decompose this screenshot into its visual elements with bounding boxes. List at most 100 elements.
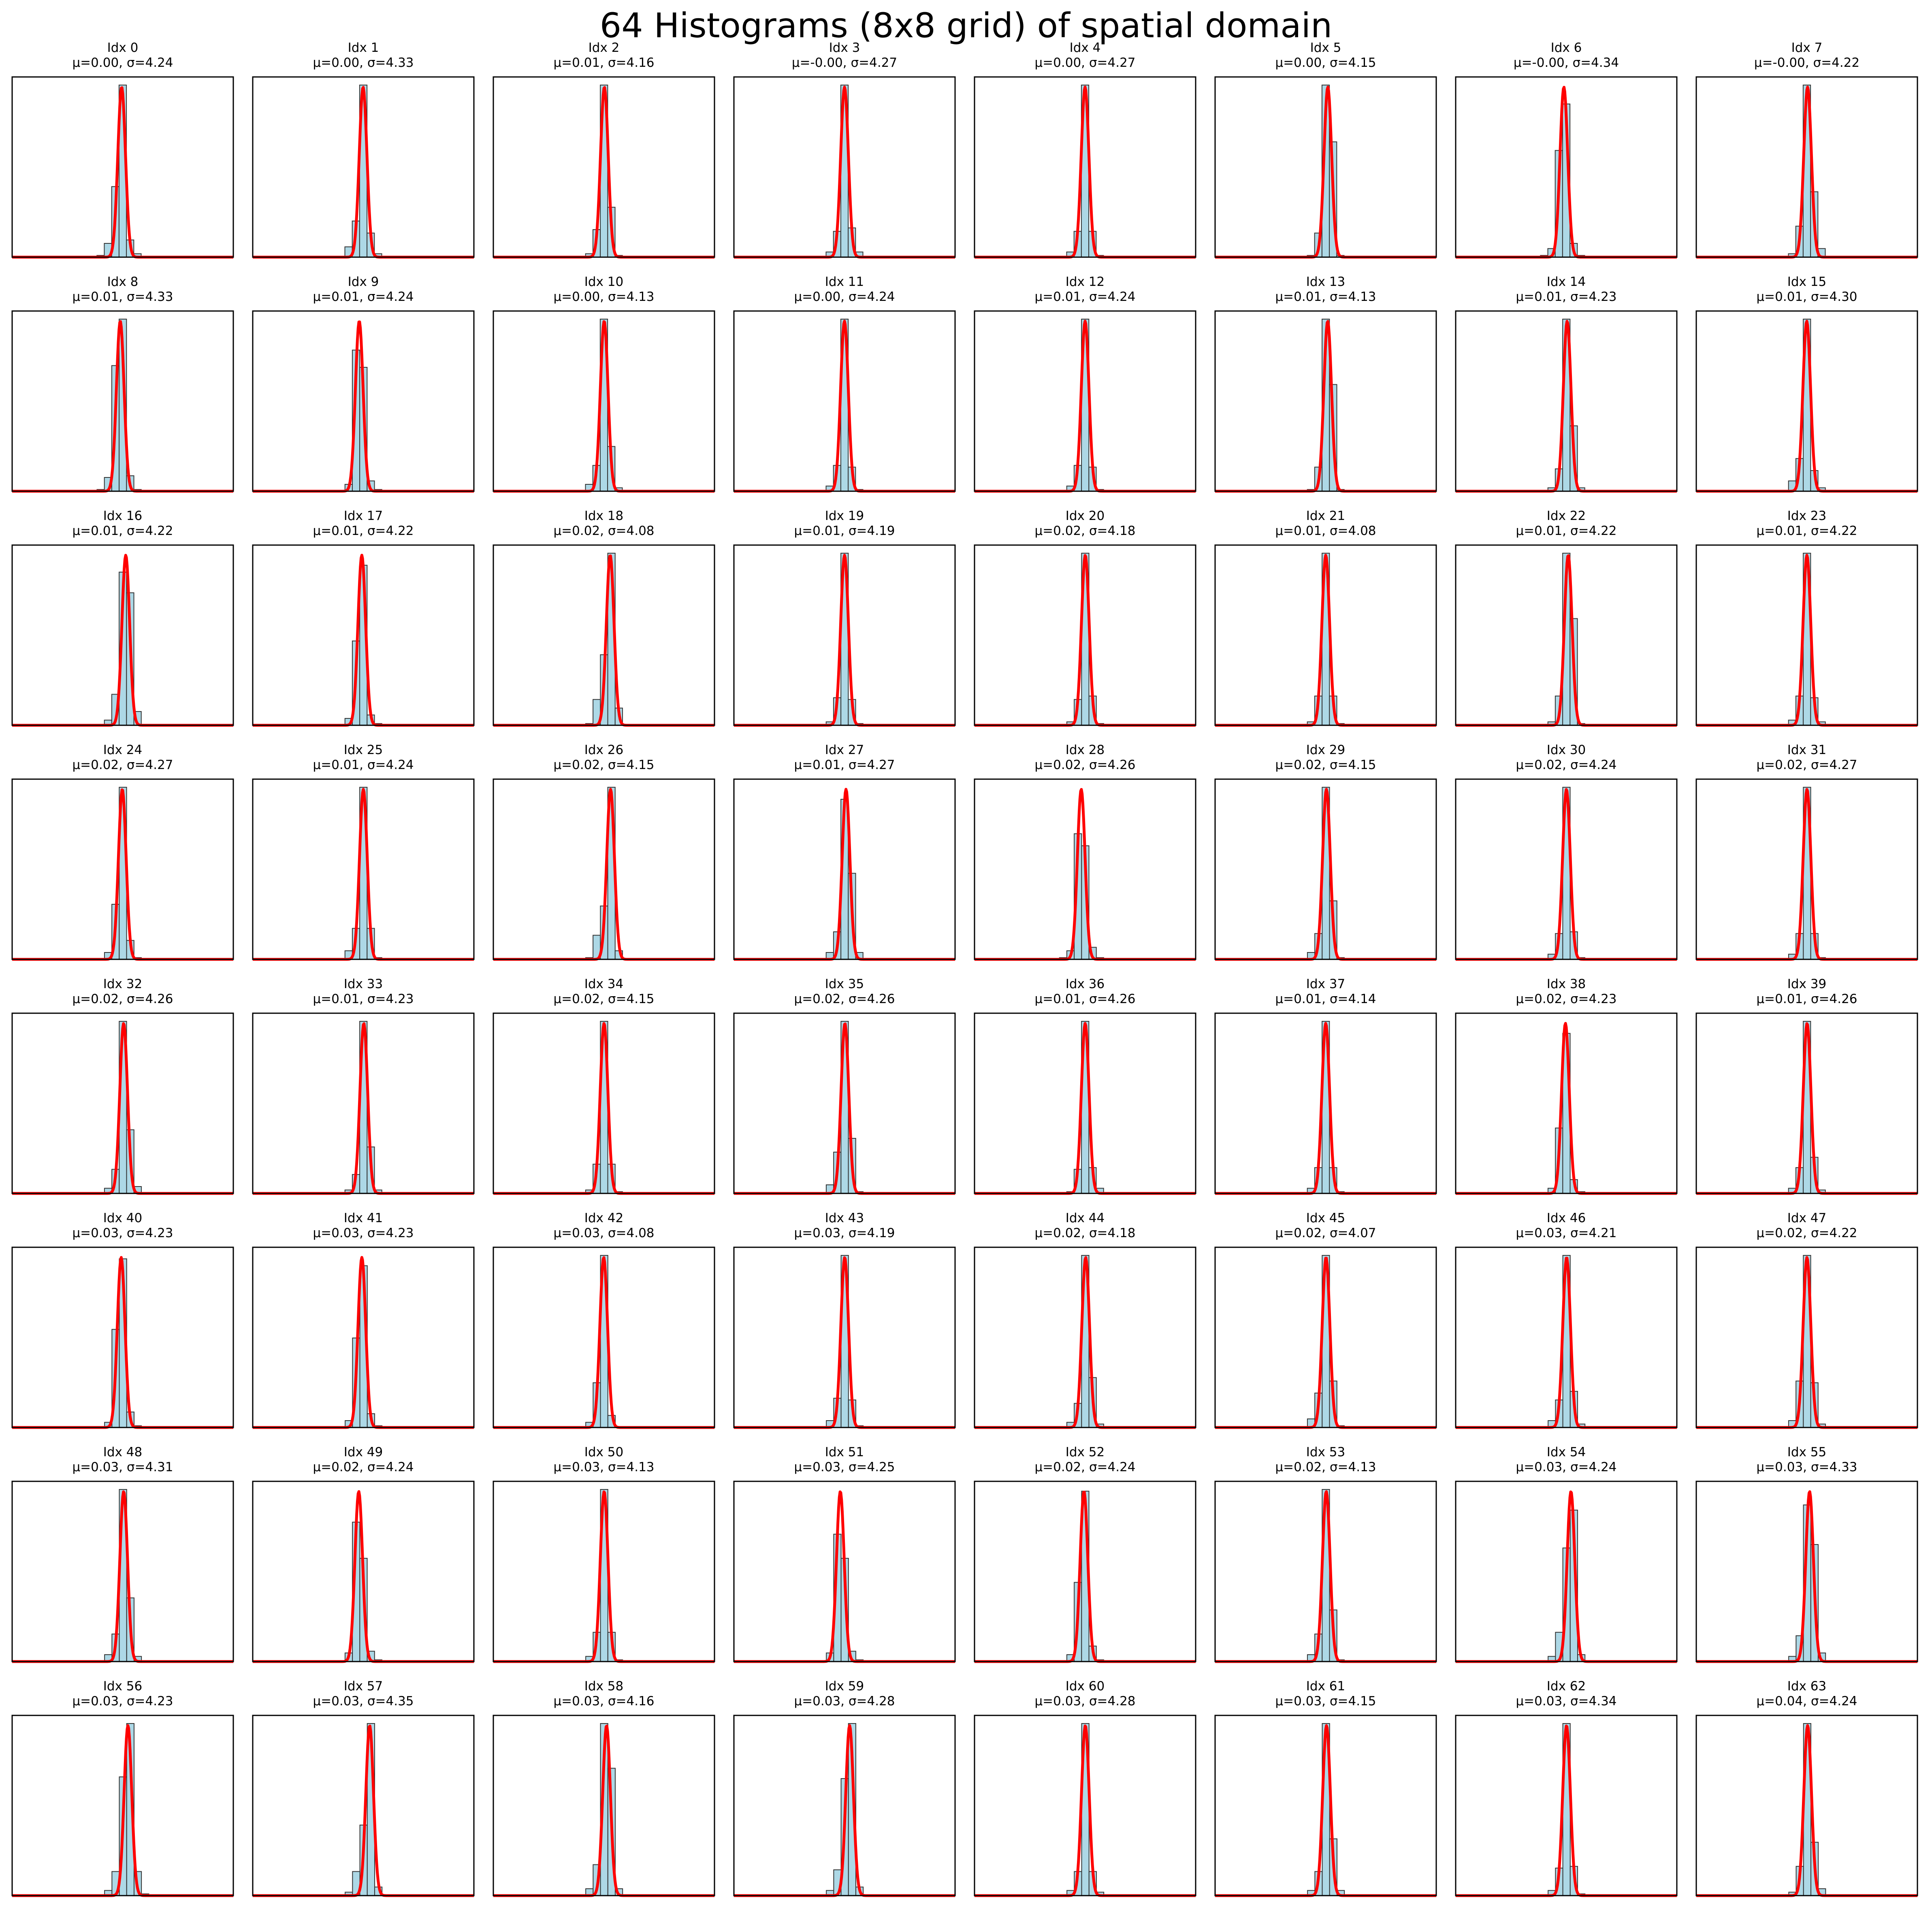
- panel-title: Idx 23: [1787, 509, 1827, 523]
- histogram-plot: [11, 76, 234, 259]
- histogram-plot: [252, 310, 475, 493]
- panel-stats: μ=0.00, σ=4.27: [1034, 55, 1136, 70]
- histogram-panel: Idx 49 μ=0.02, σ=4.24: [252, 1445, 475, 1666]
- panel-stats: μ=0.01, σ=4.24: [313, 290, 414, 304]
- histogram-panel: Idx 30 μ=0.02, σ=4.24: [1455, 743, 1678, 963]
- panel-stats: μ=0.02, σ=4.24: [1516, 758, 1617, 772]
- panel-stats: μ=0.01, σ=4.26: [1034, 992, 1136, 1006]
- panel-title: Idx 8: [107, 275, 139, 289]
- histogram-panel: Idx 17 μ=0.01, σ=4.22: [252, 509, 475, 729]
- histogram-plot: [733, 1012, 956, 1195]
- histogram-panel: Idx 39 μ=0.01, σ=4.26: [1695, 977, 1918, 1197]
- histogram-panel: Idx 19 μ=0.01, σ=4.19: [733, 509, 956, 729]
- histogram-panel: Idx 4 μ=0.00, σ=4.27: [974, 40, 1196, 261]
- histogram-plot: [493, 778, 715, 961]
- panel-title: Idx 57: [343, 1679, 383, 1694]
- panel-title: Idx 37: [1306, 977, 1346, 991]
- axes-frame: [1455, 310, 1678, 492]
- panel-stats: μ=0.03, σ=4.24: [1516, 1460, 1617, 1474]
- histogram-plot: [1695, 76, 1918, 259]
- histogram-panel: Idx 20 μ=0.02, σ=4.18: [974, 509, 1196, 729]
- histogram-panel: Idx 14 μ=0.01, σ=4.23: [1455, 275, 1678, 495]
- histogram-panel: Idx 3 μ=-0.00, σ=4.27: [733, 40, 956, 261]
- panel-stats: μ=0.03, σ=4.28: [1034, 1694, 1136, 1709]
- histogram-plot: [493, 310, 715, 493]
- panel-stats: μ=0.01, σ=4.22: [1756, 524, 1857, 538]
- histogram-panel: Idx 57 μ=0.03, σ=4.35: [252, 1679, 475, 1900]
- histogram-plot: [493, 1012, 715, 1195]
- histogram-plot: [974, 310, 1196, 493]
- histogram-panel: Idx 35 μ=0.02, σ=4.26: [733, 977, 956, 1197]
- axes-frame: [493, 310, 715, 492]
- histogram-panel: Idx 56 μ=0.03, σ=4.23: [11, 1679, 234, 1900]
- axes-frame: [1455, 76, 1678, 258]
- histogram-plot: [1214, 778, 1437, 961]
- panel-stats: μ=0.02, σ=4.13: [1275, 1460, 1376, 1474]
- panel-stats: μ=0.02, σ=4.24: [313, 1460, 414, 1474]
- panel-stats: μ=0.01, σ=4.33: [72, 290, 173, 304]
- panel-stats: μ=0.03, σ=4.35: [313, 1694, 414, 1709]
- histogram-panel: Idx 31 μ=0.02, σ=4.27: [1695, 743, 1918, 963]
- axes-frame: [1214, 1715, 1437, 1896]
- histogram-plot: [11, 778, 234, 961]
- panel-title: Idx 56: [103, 1679, 143, 1694]
- histogram-panel: Idx 47 μ=0.02, σ=4.22: [1695, 1211, 1918, 1432]
- axes-frame: [974, 310, 1196, 492]
- panel-stats: μ=0.01, σ=4.30: [1756, 290, 1857, 304]
- histogram-panel: Idx 63 μ=0.04, σ=4.24: [1695, 1679, 1918, 1900]
- histogram-plot: [11, 1481, 234, 1663]
- panel-title: Idx 15: [1787, 275, 1827, 289]
- histogram-panel: Idx 6 μ=-0.00, σ=4.34: [1455, 40, 1678, 261]
- axes-frame: [733, 778, 956, 960]
- histogram-plot: [1455, 778, 1678, 961]
- panel-title: Idx 0: [107, 40, 139, 55]
- panel-stats: μ=0.03, σ=4.23: [72, 1694, 173, 1709]
- histogram-panel: Idx 26 μ=0.02, σ=4.15: [493, 743, 715, 963]
- histogram-panel: Idx 54 μ=0.03, σ=4.24: [1455, 1445, 1678, 1666]
- histogram-panel: Idx 25 μ=0.01, σ=4.24: [252, 743, 475, 963]
- histogram-panel: Idx 27 μ=0.01, σ=4.27: [733, 743, 956, 963]
- axes-frame: [733, 1012, 956, 1194]
- histogram-panel: Idx 38 μ=0.02, σ=4.23: [1455, 977, 1678, 1197]
- histogram-plot: [493, 544, 715, 727]
- axes-frame: [11, 1715, 234, 1896]
- histogram-panel: Idx 5 μ=0.00, σ=4.15: [1214, 40, 1437, 261]
- histogram-panel: Idx 46 μ=0.03, σ=4.21: [1455, 1211, 1678, 1432]
- axes-frame: [1455, 1715, 1678, 1896]
- axes-frame: [1695, 1246, 1918, 1428]
- panel-stats: μ=0.02, σ=4.26: [1034, 758, 1136, 772]
- panel-title: Idx 13: [1306, 275, 1346, 289]
- axes-frame: [252, 1012, 475, 1194]
- panel-stats: μ=0.00, σ=4.13: [553, 290, 655, 304]
- panel-title: Idx 33: [343, 977, 383, 991]
- histogram-plot: [252, 1481, 475, 1663]
- histogram-panel: Idx 2 μ=0.01, σ=4.16: [493, 40, 715, 261]
- histogram-panel: Idx 11 μ=0.00, σ=4.24: [733, 275, 956, 495]
- panel-stats: μ=0.02, σ=4.24: [1034, 1460, 1136, 1474]
- histogram-plot: [11, 310, 234, 493]
- panel-title: Idx 51: [825, 1445, 864, 1459]
- panel-title: Idx 39: [1787, 977, 1827, 991]
- histogram-plot: [11, 1715, 234, 1897]
- histogram-panel: Idx 15 μ=0.01, σ=4.30: [1695, 275, 1918, 495]
- panel-title: Idx 16: [103, 509, 143, 523]
- axes-frame: [1214, 544, 1437, 726]
- panel-title: Idx 26: [584, 743, 624, 757]
- histogram-plot: [1695, 544, 1918, 727]
- panel-title: Idx 10: [584, 275, 624, 289]
- axes-frame: [11, 778, 234, 960]
- histogram-panel: Idx 16 μ=0.01, σ=4.22: [11, 509, 234, 729]
- histogram-plot: [252, 544, 475, 727]
- histogram-panel: Idx 1 μ=0.00, σ=4.33: [252, 40, 475, 261]
- axes-frame: [733, 544, 956, 726]
- panel-stats: μ=0.02, σ=4.23: [1516, 992, 1617, 1006]
- histogram-plot: [1695, 778, 1918, 961]
- axes-frame: [252, 778, 475, 960]
- axes-frame: [1455, 544, 1678, 726]
- axes-frame: [252, 310, 475, 492]
- histogram-plot: [1214, 544, 1437, 727]
- histogram-plot: [1695, 1715, 1918, 1897]
- axes-frame: [1214, 1246, 1437, 1428]
- histogram-panel: Idx 8 μ=0.01, σ=4.33: [11, 275, 234, 495]
- histogram-panel: Idx 62 μ=0.03, σ=4.34: [1455, 1679, 1678, 1900]
